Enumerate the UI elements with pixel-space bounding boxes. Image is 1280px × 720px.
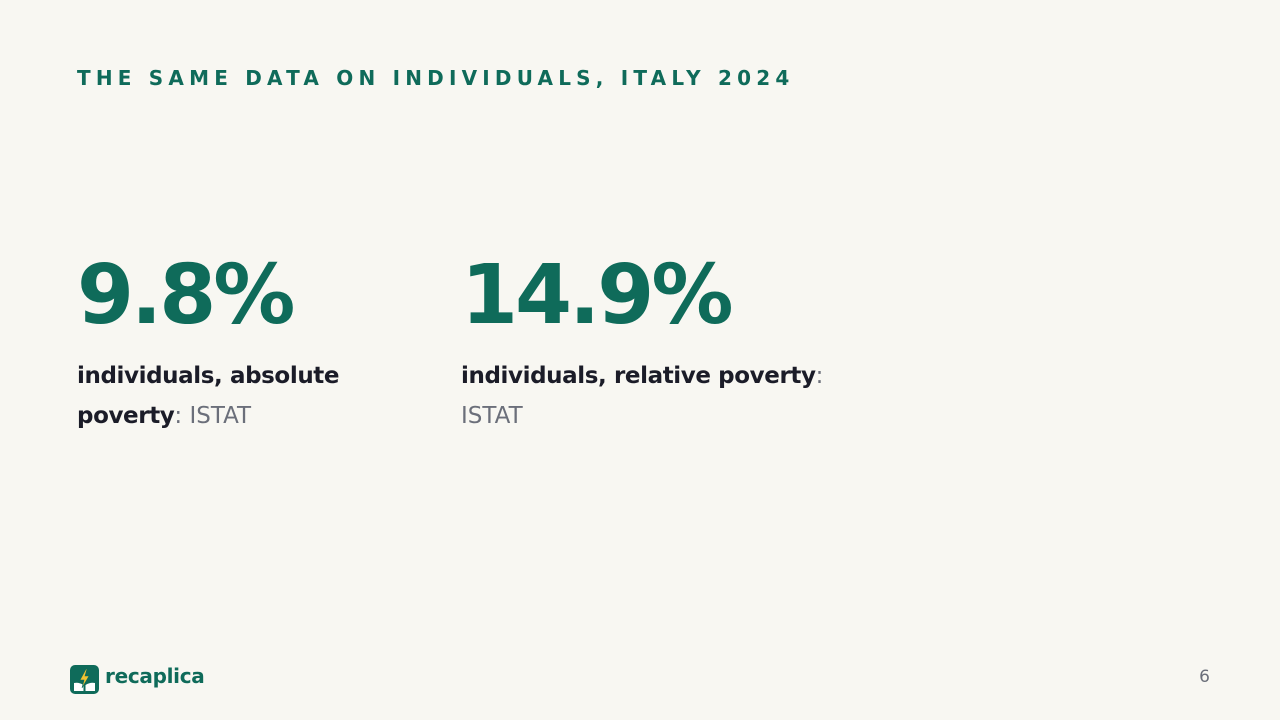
stat-relative-poverty: 14.9% individuals, relative poverty: ISTA… [461, 252, 841, 436]
page-number: 6 [1199, 667, 1210, 687]
stat-absolute-poverty: 9.8% individuals, absolute poverty: ISTA… [77, 252, 417, 436]
stat-separator: : [174, 403, 183, 429]
stat-value: 14.9% [461, 248, 733, 343]
stat-caption: individuals, relative poverty: ISTAT [461, 356, 841, 436]
brand-name: recaplica [105, 663, 205, 688]
stat-caption: individuals, absolute poverty: ISTAT [77, 356, 417, 436]
stat-separator: : [815, 363, 824, 389]
stat-source: ISTAT [461, 403, 523, 429]
brand-logo: recaplica [70, 663, 205, 694]
lightning-book-icon [70, 665, 99, 694]
stat-value: 9.8% [77, 248, 295, 343]
stat-source: ISTAT [189, 403, 252, 429]
slide-kicker: THE SAME DATA ON INDIVIDUALS, ITALY 2024 [77, 66, 795, 90]
stat-label: individuals, absolute poverty [77, 363, 340, 429]
stat-label: individuals, relative poverty [461, 363, 816, 389]
